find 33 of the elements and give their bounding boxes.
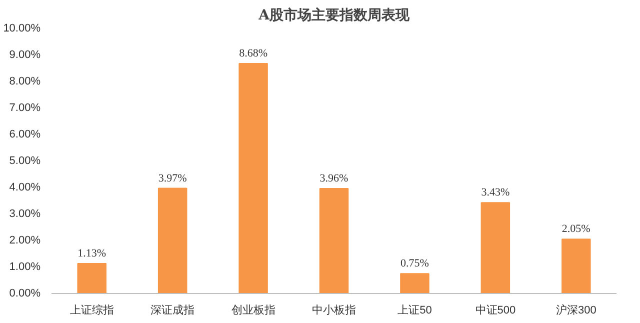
bar — [77, 263, 106, 294]
x-tick-label: 深证成指 — [150, 304, 195, 316]
data-label: 1.13% — [78, 248, 106, 260]
y-tick-label: 0.00% — [9, 288, 41, 300]
y-tick-label: 10.00% — [3, 22, 41, 34]
x-tick-label: 沪深300 — [556, 304, 596, 316]
bar — [562, 238, 591, 294]
y-tick-label: 1.00% — [9, 261, 41, 273]
bar — [319, 188, 349, 294]
x-tick-label: 中证500 — [475, 304, 516, 316]
y-tick-label: 6.00% — [9, 128, 41, 140]
data-label: 0.75% — [400, 258, 429, 270]
x-tick-label: 中小板指 — [312, 304, 356, 316]
data-label: 2.05% — [562, 223, 590, 236]
bar — [400, 273, 430, 294]
y-tick-label: 5.00% — [9, 155, 41, 167]
y-tick-label: 9.00% — [9, 49, 41, 61]
y-tick-label: 8.00% — [9, 76, 41, 88]
x-tick-label: 上证50 — [398, 304, 432, 316]
data-label: 3.43% — [481, 186, 510, 199]
data-label: 3.96% — [320, 172, 348, 185]
x-tick-label: 上证综指 — [70, 304, 114, 316]
y-tick-label: 2.00% — [9, 234, 41, 246]
bar — [158, 188, 188, 294]
y-tick-label: 4.00% — [9, 182, 41, 194]
y-tick-label: 7.00% — [9, 102, 41, 114]
y-tick-label: 3.00% — [9, 208, 41, 220]
data-label: 3.97% — [158, 172, 187, 184]
bar — [480, 202, 510, 294]
x-tick-label: 创业板指 — [231, 304, 276, 316]
chart-title: A股市场主要指数周表现 — [258, 6, 410, 24]
bar — [238, 62, 268, 294]
data-label: 8.68% — [239, 47, 268, 60]
